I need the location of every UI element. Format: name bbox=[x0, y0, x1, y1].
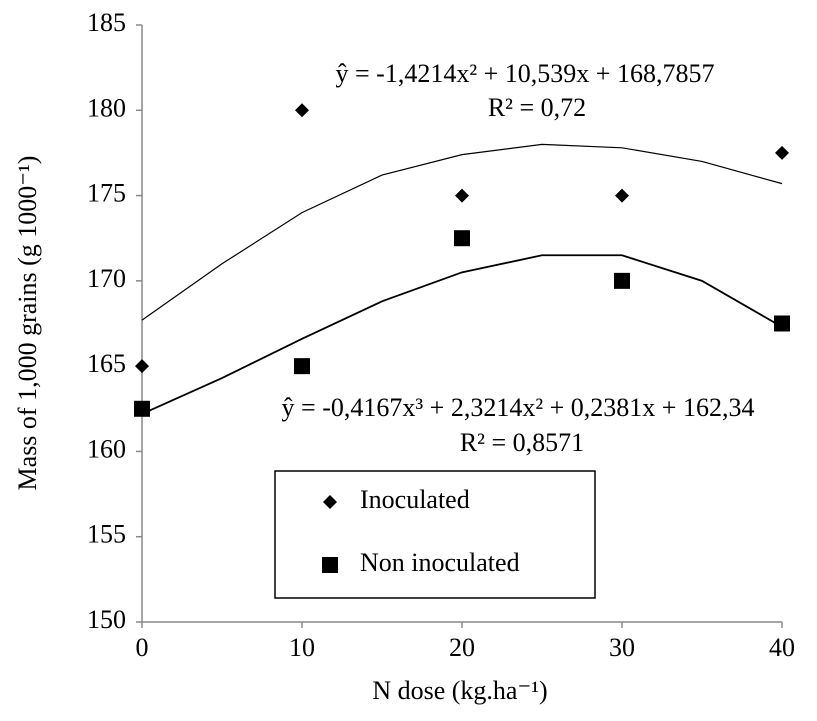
point bbox=[294, 358, 310, 375]
point bbox=[774, 315, 790, 332]
y-tick-label: 170 bbox=[87, 264, 126, 293]
y-tick-label: 180 bbox=[87, 93, 126, 122]
r-squared: R² = 0,72 bbox=[488, 93, 586, 122]
equation: ŷ = -1,4214x² + 10,539x + 168,7857 bbox=[336, 59, 715, 88]
y-tick-label: 185 bbox=[87, 8, 126, 37]
legend-marker bbox=[322, 557, 338, 573]
y-tick-label: 150 bbox=[87, 605, 126, 634]
y-tick-label: 165 bbox=[87, 349, 126, 378]
r-squared: R² = 0,8571 bbox=[460, 428, 584, 457]
x-axis-title: N dose (kg.ha⁻¹) bbox=[372, 676, 547, 705]
y-tick-label: 175 bbox=[87, 179, 126, 208]
trend-line bbox=[141, 143, 783, 321]
legend-label: Non inoculated bbox=[360, 548, 520, 577]
x-tick-label: 30 bbox=[609, 633, 635, 662]
y-tick-label: 155 bbox=[87, 520, 126, 549]
legend bbox=[274, 470, 596, 599]
point bbox=[614, 272, 630, 289]
point bbox=[134, 400, 150, 417]
equation: ŷ = -0,4167x³ + 2,3214x² + 0,2381x + 162… bbox=[282, 393, 755, 422]
x-tick-label: 40 bbox=[769, 633, 795, 662]
x-tick-label: 10 bbox=[289, 633, 315, 662]
point bbox=[454, 230, 470, 247]
point bbox=[455, 188, 469, 203]
point bbox=[295, 103, 309, 118]
y-axis-title: Mass of 1,000 grains (g 1000⁻¹) bbox=[13, 156, 42, 491]
x-tick-label: 0 bbox=[136, 633, 149, 662]
point bbox=[135, 359, 149, 374]
x-tick-label: 20 bbox=[449, 633, 475, 662]
point bbox=[775, 145, 789, 160]
point bbox=[615, 188, 629, 203]
legend-marker bbox=[323, 495, 337, 509]
y-tick-label: 160 bbox=[87, 434, 126, 463]
trend-line bbox=[141, 254, 783, 415]
legend-label: Inoculated bbox=[360, 485, 470, 514]
